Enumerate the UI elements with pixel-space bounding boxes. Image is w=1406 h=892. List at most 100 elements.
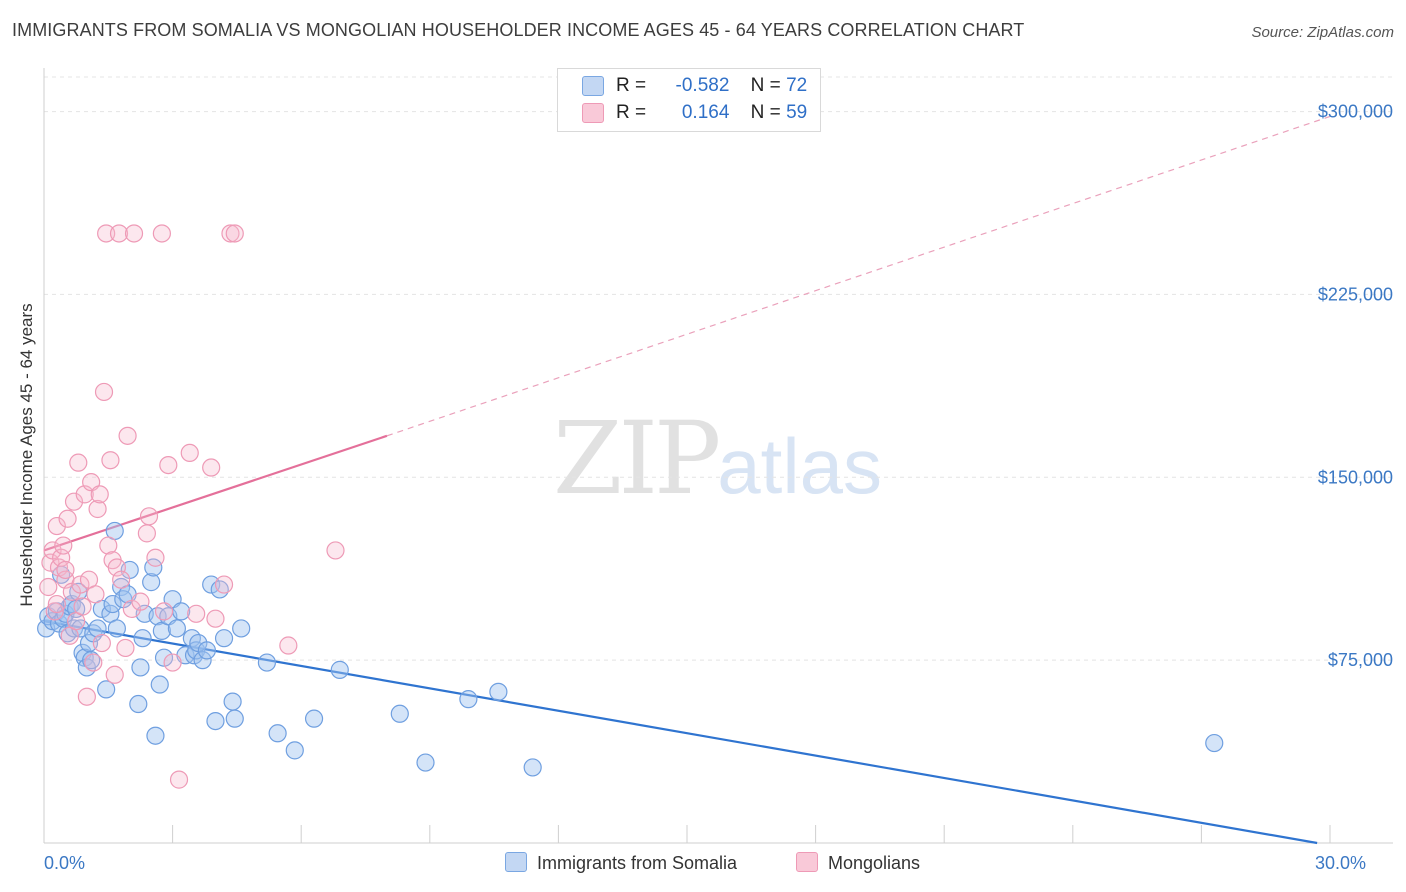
data-point <box>489 682 508 701</box>
data-point <box>64 492 84 511</box>
data-point <box>459 690 478 709</box>
data-point <box>139 507 159 526</box>
data-point <box>88 619 107 638</box>
data-point <box>172 602 191 621</box>
legend-row-mongolians: R = 0.164 N = 59 <box>582 102 807 126</box>
data-point <box>84 653 103 672</box>
data-point <box>279 636 298 655</box>
data-point <box>330 660 349 679</box>
data-point <box>523 758 542 777</box>
legend-n-label: N = <box>750 102 781 123</box>
data-point <box>142 573 161 592</box>
data-point <box>232 619 251 638</box>
bottom-legend-mongolians: Mongolians <box>796 852 920 874</box>
data-point <box>103 594 122 614</box>
watermark-zip: ZIP <box>553 400 721 517</box>
data-point <box>99 536 118 555</box>
legend-n-value: 59 <box>786 102 808 123</box>
data-point <box>150 675 169 694</box>
data-point <box>214 629 234 648</box>
chart-title: IMMIGRANTS FROM SOMALIA VS MONGOLIAN HOU… <box>12 20 1025 40</box>
data-point <box>152 224 171 243</box>
bottom-legend-swatch-mongolians <box>796 852 818 872</box>
data-point <box>206 711 225 731</box>
legend-swatch-somalia <box>582 75 604 96</box>
data-point <box>73 597 92 616</box>
data-point <box>1205 733 1224 753</box>
legend-row-somalia: R = -0.582 N = 72 <box>582 75 807 99</box>
data-point <box>202 575 221 594</box>
data-point <box>94 382 114 402</box>
data-point <box>118 426 137 445</box>
data-point <box>223 692 242 711</box>
data-point <box>45 602 64 621</box>
y-tick-label: $300,000 <box>1318 102 1393 122</box>
data-point <box>97 224 116 243</box>
data-point <box>56 560 75 580</box>
data-point <box>105 665 124 684</box>
axis-labels: $75,000 $150,000 $225,000 $300,000 0.0% 30.0%… <box>17 102 1393 873</box>
axes <box>43 68 1393 844</box>
data-point <box>131 658 150 677</box>
data-point <box>54 536 73 555</box>
y-tick-label: $225,000 <box>1318 284 1393 304</box>
data-point <box>47 594 66 614</box>
data-point <box>304 709 324 728</box>
y-axis-title: Householder Income Ages 45 - 64 years <box>17 303 36 606</box>
data-point <box>137 524 156 543</box>
bottom-legend-label-mongolians: Mongolians <box>828 853 921 873</box>
data-point <box>77 687 96 706</box>
data-point <box>101 451 120 470</box>
data-point <box>58 509 77 528</box>
data-point <box>39 577 58 597</box>
data-point <box>69 453 88 472</box>
y-tick-label: $150,000 <box>1318 467 1393 487</box>
data-point <box>206 609 225 628</box>
data-point <box>154 602 174 621</box>
data-point <box>416 753 435 772</box>
data-point <box>82 651 101 670</box>
data-point <box>159 455 178 475</box>
data-point <box>390 704 409 723</box>
data-point <box>124 224 144 243</box>
data-point <box>326 541 345 560</box>
data-point <box>193 651 212 670</box>
data-point <box>268 724 287 743</box>
data-point <box>146 726 165 745</box>
legend-r-label: R = <box>616 75 647 96</box>
data-point <box>202 458 221 477</box>
trendline-mongolians <box>43 434 388 552</box>
x-tick-label: 0.0% <box>44 853 85 873</box>
trendlines <box>43 115 1331 845</box>
trendline-somalia <box>43 620 1318 845</box>
data-point <box>197 641 216 660</box>
data-point <box>214 575 234 594</box>
correlation-legend: R = -0.582 N = 72 R = 0.164 N = 59 <box>557 68 821 132</box>
legend-n-label: N = <box>750 75 781 96</box>
legend-r-value: -0.582 <box>675 75 730 96</box>
data-point <box>97 680 116 699</box>
data-point <box>154 648 174 667</box>
trendline-mongolians-extension <box>386 115 1331 437</box>
watermark-atlas: atlas <box>717 422 883 510</box>
data-point <box>109 224 129 243</box>
data-points <box>37 224 1224 789</box>
bottom-legend-label-somalia: Immigrants from Somalia <box>537 853 738 873</box>
grid-lines <box>44 76 1393 661</box>
legend-swatch-mongolians <box>582 102 604 123</box>
data-point <box>133 629 152 648</box>
data-point <box>88 499 107 519</box>
bottom-legend-somalia: Immigrants from Somalia <box>505 852 737 874</box>
legend-r-label: R = <box>616 102 647 123</box>
source-label: Source: ZipAtlas.com <box>1251 24 1394 41</box>
data-point <box>221 224 240 243</box>
data-point <box>92 633 111 653</box>
data-point <box>163 653 182 672</box>
data-point <box>187 641 206 660</box>
bottom-legend-swatch-somalia <box>505 852 527 872</box>
data-point <box>285 741 304 760</box>
data-point <box>225 224 244 243</box>
data-point <box>146 548 165 567</box>
y-tick-label: $75,000 <box>1328 650 1393 670</box>
